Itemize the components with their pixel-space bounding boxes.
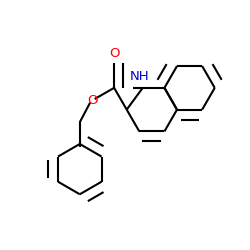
Text: O: O (87, 94, 98, 107)
Text: O: O (109, 48, 120, 60)
Text: NH: NH (130, 70, 149, 83)
